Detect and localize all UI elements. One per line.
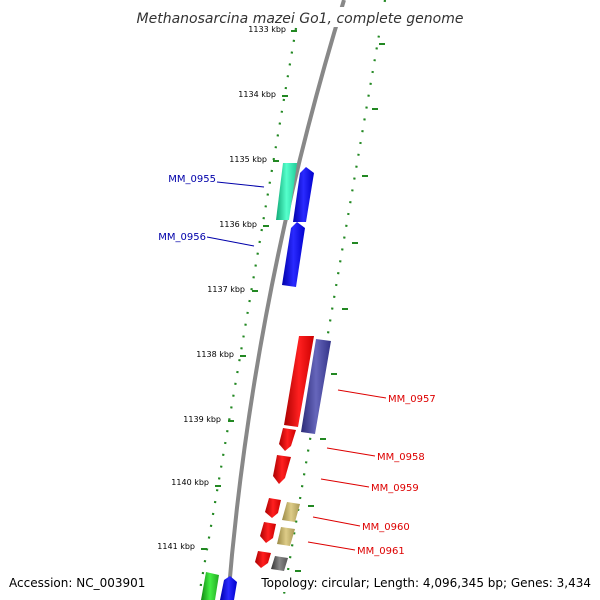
tick-label: 1136 kbp (219, 220, 257, 229)
feature-khaki-bar-1 (282, 502, 300, 522)
tick-marks-right (295, 43, 385, 572)
tick-labels: 1133 kbp 1134 kbp 1135 kbp 1136 kbp 1137… (157, 25, 286, 551)
map-title: Methanosarcina mazei Go1, complete genom… (137, 11, 464, 27)
leader-mm0961 (307, 541, 356, 551)
tick-marks-left (201, 30, 297, 550)
leader-mm0956 (206, 236, 255, 247)
tick-label: 1134 kbp (238, 90, 276, 99)
tick-label: 1138 kbp (196, 350, 234, 359)
tick-track-left (198, 27, 298, 591)
tick-label: 1133 kbp (248, 25, 286, 34)
feature-red-small-arrow (255, 551, 271, 568)
feature-green-bottom (201, 572, 219, 600)
feature-gray-small (271, 556, 288, 571)
feature-mm0957-bar (284, 336, 314, 427)
tick-label: 1139 kbp (183, 415, 221, 424)
feature-mm0961-arrow (260, 522, 276, 543)
tick-track-right (281, 0, 387, 600)
tick-label: 1137 kbp (207, 285, 245, 294)
gene-leader-lines (206, 181, 387, 551)
gene-label-mm0957[interactable]: MM_0957 (388, 394, 436, 405)
footer-accession: Accession: NC_003901 (9, 576, 145, 590)
gene-label-mm0958[interactable]: MM_0958 (377, 452, 425, 463)
feature-mm0960-arrow (265, 498, 281, 518)
gene-labels: MM_0955 MM_0956 MM_0957 MM_0958 MM_0959 … (158, 174, 435, 557)
gene-label-mm0959[interactable]: MM_0959 (371, 483, 419, 494)
tick-label: 1135 kbp (229, 155, 267, 164)
leader-mm0955 (216, 181, 265, 188)
leader-mm0957 (337, 389, 387, 399)
gene-label-mm0956[interactable]: MM_0956 (158, 232, 206, 243)
leader-mm0958 (326, 447, 376, 457)
feature-teal-bar (276, 163, 297, 220)
feature-blue-bottom (220, 576, 237, 600)
leader-mm0960 (312, 516, 361, 527)
feature-purple-bar (301, 339, 331, 434)
feature-khaki-bar-2 (277, 527, 295, 546)
feature-mm0955-arrow (293, 167, 314, 222)
backbone-outer (226, 0, 346, 600)
gene-label-mm0955[interactable]: MM_0955 (168, 174, 216, 185)
feature-mm0956-arrow (282, 222, 305, 287)
gene-features (201, 163, 331, 600)
gene-label-mm0960[interactable]: MM_0960 (362, 522, 410, 533)
tick-label: 1141 kbp (157, 542, 195, 551)
feature-mm0959-arrow (273, 455, 291, 484)
feature-mm0958-arrow (279, 428, 296, 451)
backbone-inner (284, 0, 386, 600)
footer-summary: Topology: circular; Length: 4,096,345 bp… (260, 576, 591, 590)
tick-label: 1140 kbp (171, 478, 209, 487)
leader-mm0959 (320, 478, 370, 488)
gene-label-mm0961[interactable]: MM_0961 (357, 546, 405, 557)
